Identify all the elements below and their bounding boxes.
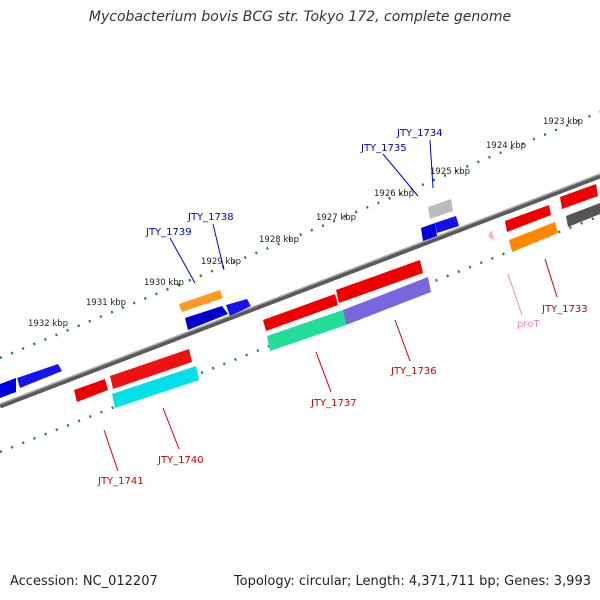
outer-tick-track	[0, 110, 600, 360]
gene-label-jty-1738[interactable]: JTY_1738	[187, 212, 234, 223]
tick-label: 1928 kbp	[259, 235, 299, 245]
gene-label-jty-1740[interactable]: JTY_1740	[157, 455, 204, 466]
gene-cds[interactable]	[185, 306, 228, 330]
gene-cds[interactable]	[505, 205, 551, 232]
kbp-tick-labels: 1923 kbp 1924 kbp 1925 kbp 1926 kbp 1927…	[28, 117, 583, 329]
tick-label: 1929 kbp	[201, 257, 241, 267]
gene-cds[interactable]	[74, 379, 108, 402]
tick-label: 1925 kbp	[430, 167, 470, 177]
gene-cds[interactable]	[267, 310, 346, 351]
gene-cds[interactable]	[336, 260, 423, 303]
tick-label: 1927 kbp	[316, 213, 356, 223]
gene-cds[interactable]	[110, 349, 192, 389]
gene-cds[interactable]	[509, 222, 558, 252]
gene-labels: JTY_1734 JTY_1735 JTY_1738 JTY_1739 JTY_…	[97, 128, 588, 487]
tick-label: 1931 kbp	[86, 298, 126, 308]
tick-label: 1932 kbp	[28, 319, 68, 329]
gene-label-jty-1734[interactable]: JTY_1734	[396, 128, 443, 139]
genome-backbone-highlight	[0, 173, 600, 405]
gene-label-jty-1733[interactable]: JTY_1733	[541, 304, 588, 315]
gene-label-jty-1735[interactable]: JTY_1735	[360, 143, 407, 154]
map-title: Mycobacterium bovis BCG str. Tokyo 172, …	[88, 9, 512, 25]
trna-feature[interactable]	[488, 230, 494, 241]
gene-label-jty-1741[interactable]: JTY_1741	[97, 476, 144, 487]
tick-label: 1923 kbp	[543, 117, 583, 127]
gene-cds[interactable]	[112, 366, 199, 408]
gene-cds[interactable]	[421, 223, 437, 241]
reverse-genes	[74, 222, 558, 408]
genome-summary-text: Topology: circular; Length: 4,371,711 bp…	[233, 574, 591, 589]
gene-cds[interactable]	[566, 203, 600, 227]
gene-label-jty-1739[interactable]: JTY_1739	[145, 227, 192, 238]
gene-label-jty-1736[interactable]: JTY_1736	[390, 366, 437, 377]
gene-cds[interactable]	[560, 184, 598, 209]
gene-cds[interactable]	[428, 199, 453, 219]
tick-label: 1930 kbp	[144, 278, 184, 288]
forward-genes	[0, 184, 600, 398]
tick-label: 1926 kbp	[374, 189, 414, 199]
gene-label-jty-1737[interactable]: JTY_1737	[310, 398, 357, 409]
gene-cds[interactable]	[263, 294, 338, 331]
gene-cds[interactable]	[226, 299, 251, 316]
label-leaders	[103, 139, 558, 472]
gene-cds[interactable]	[435, 216, 459, 233]
gene-cds[interactable]	[343, 277, 431, 325]
gene-cds[interactable]	[17, 364, 62, 388]
gene-cds[interactable]	[0, 378, 16, 398]
genome-backbone	[0, 173, 600, 409]
accession-text: Accession: NC_012207	[10, 574, 158, 589]
feature-label-prot[interactable]: proT	[517, 319, 540, 330]
tick-label: 1924 kbp	[486, 141, 526, 151]
gene-cds[interactable]	[179, 290, 223, 312]
